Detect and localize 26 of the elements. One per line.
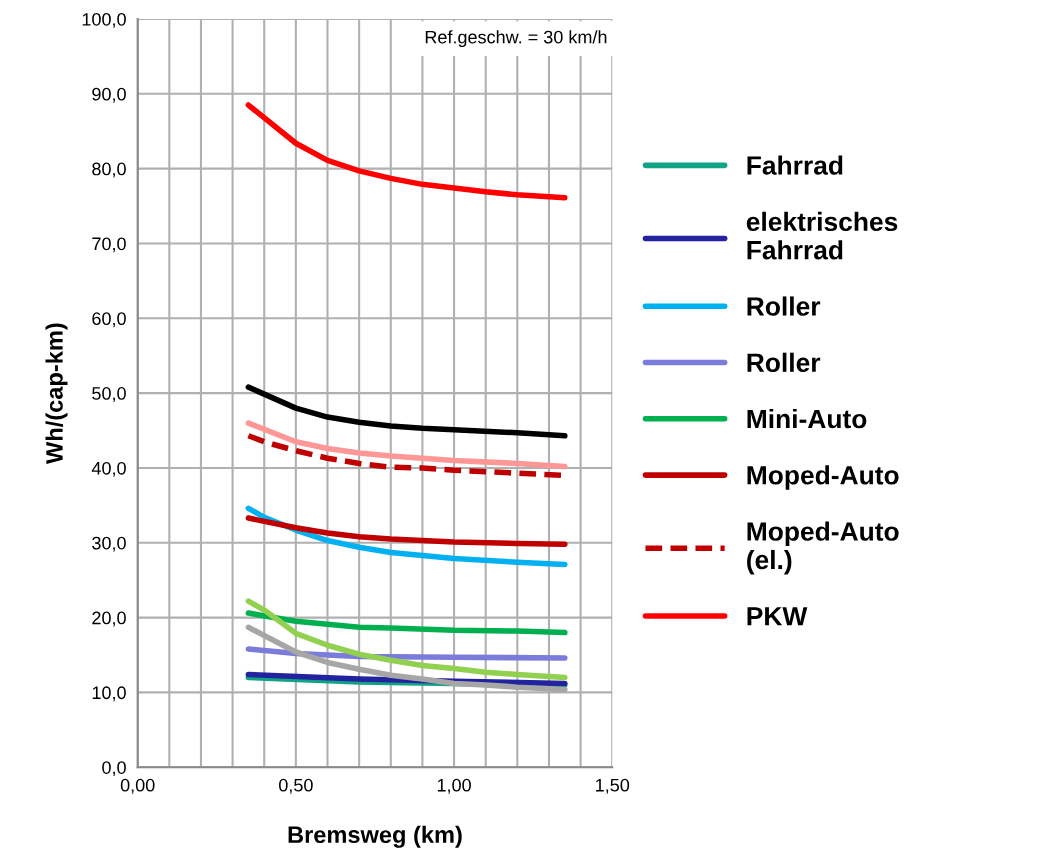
legend-label: elektrisches Fahrrad [746,211,898,260]
y-tick-label: 30,0 [92,536,126,552]
legend-label: Moped-Auto (el.) [747,521,899,575]
y-tick-label: 100,0 [82,12,126,28]
legend-label: PKW [747,607,808,626]
legend-label: Mini-Auto [747,408,867,429]
x-tick-label: 0,00 [120,778,155,794]
x-tick-label: 0,50 [279,778,313,794]
y-tick-label: 50,0 [92,387,126,402]
y-tick-label: 40,0 [91,461,126,477]
legend-label: Moped-Auto [747,465,899,490]
legend-label: Fahrrad [747,155,843,175]
annotation: Ref.geschw. = 30 km/h [425,30,607,48]
y-tick-label: 0,0 [102,761,126,777]
y-tick-label: 10,0 [92,686,126,702]
y-tick-label: 80,0 [92,162,126,178]
y-axis-title: Wh/(cap-km) [45,323,68,464]
y-tick-label: 70,0 [92,237,126,253]
y-tick-label: 90,0 [92,87,126,103]
x-tick-label: 1,00 [437,778,471,794]
x-axis-title: Bremsweg (km) [288,825,462,848]
legend-label: Roller [747,296,821,316]
legend-label: Roller [747,352,821,373]
x-tick-label: 1,50 [596,778,630,794]
y-tick-label: 60,0 [92,312,126,328]
y-tick-label: 20,0 [92,611,126,627]
